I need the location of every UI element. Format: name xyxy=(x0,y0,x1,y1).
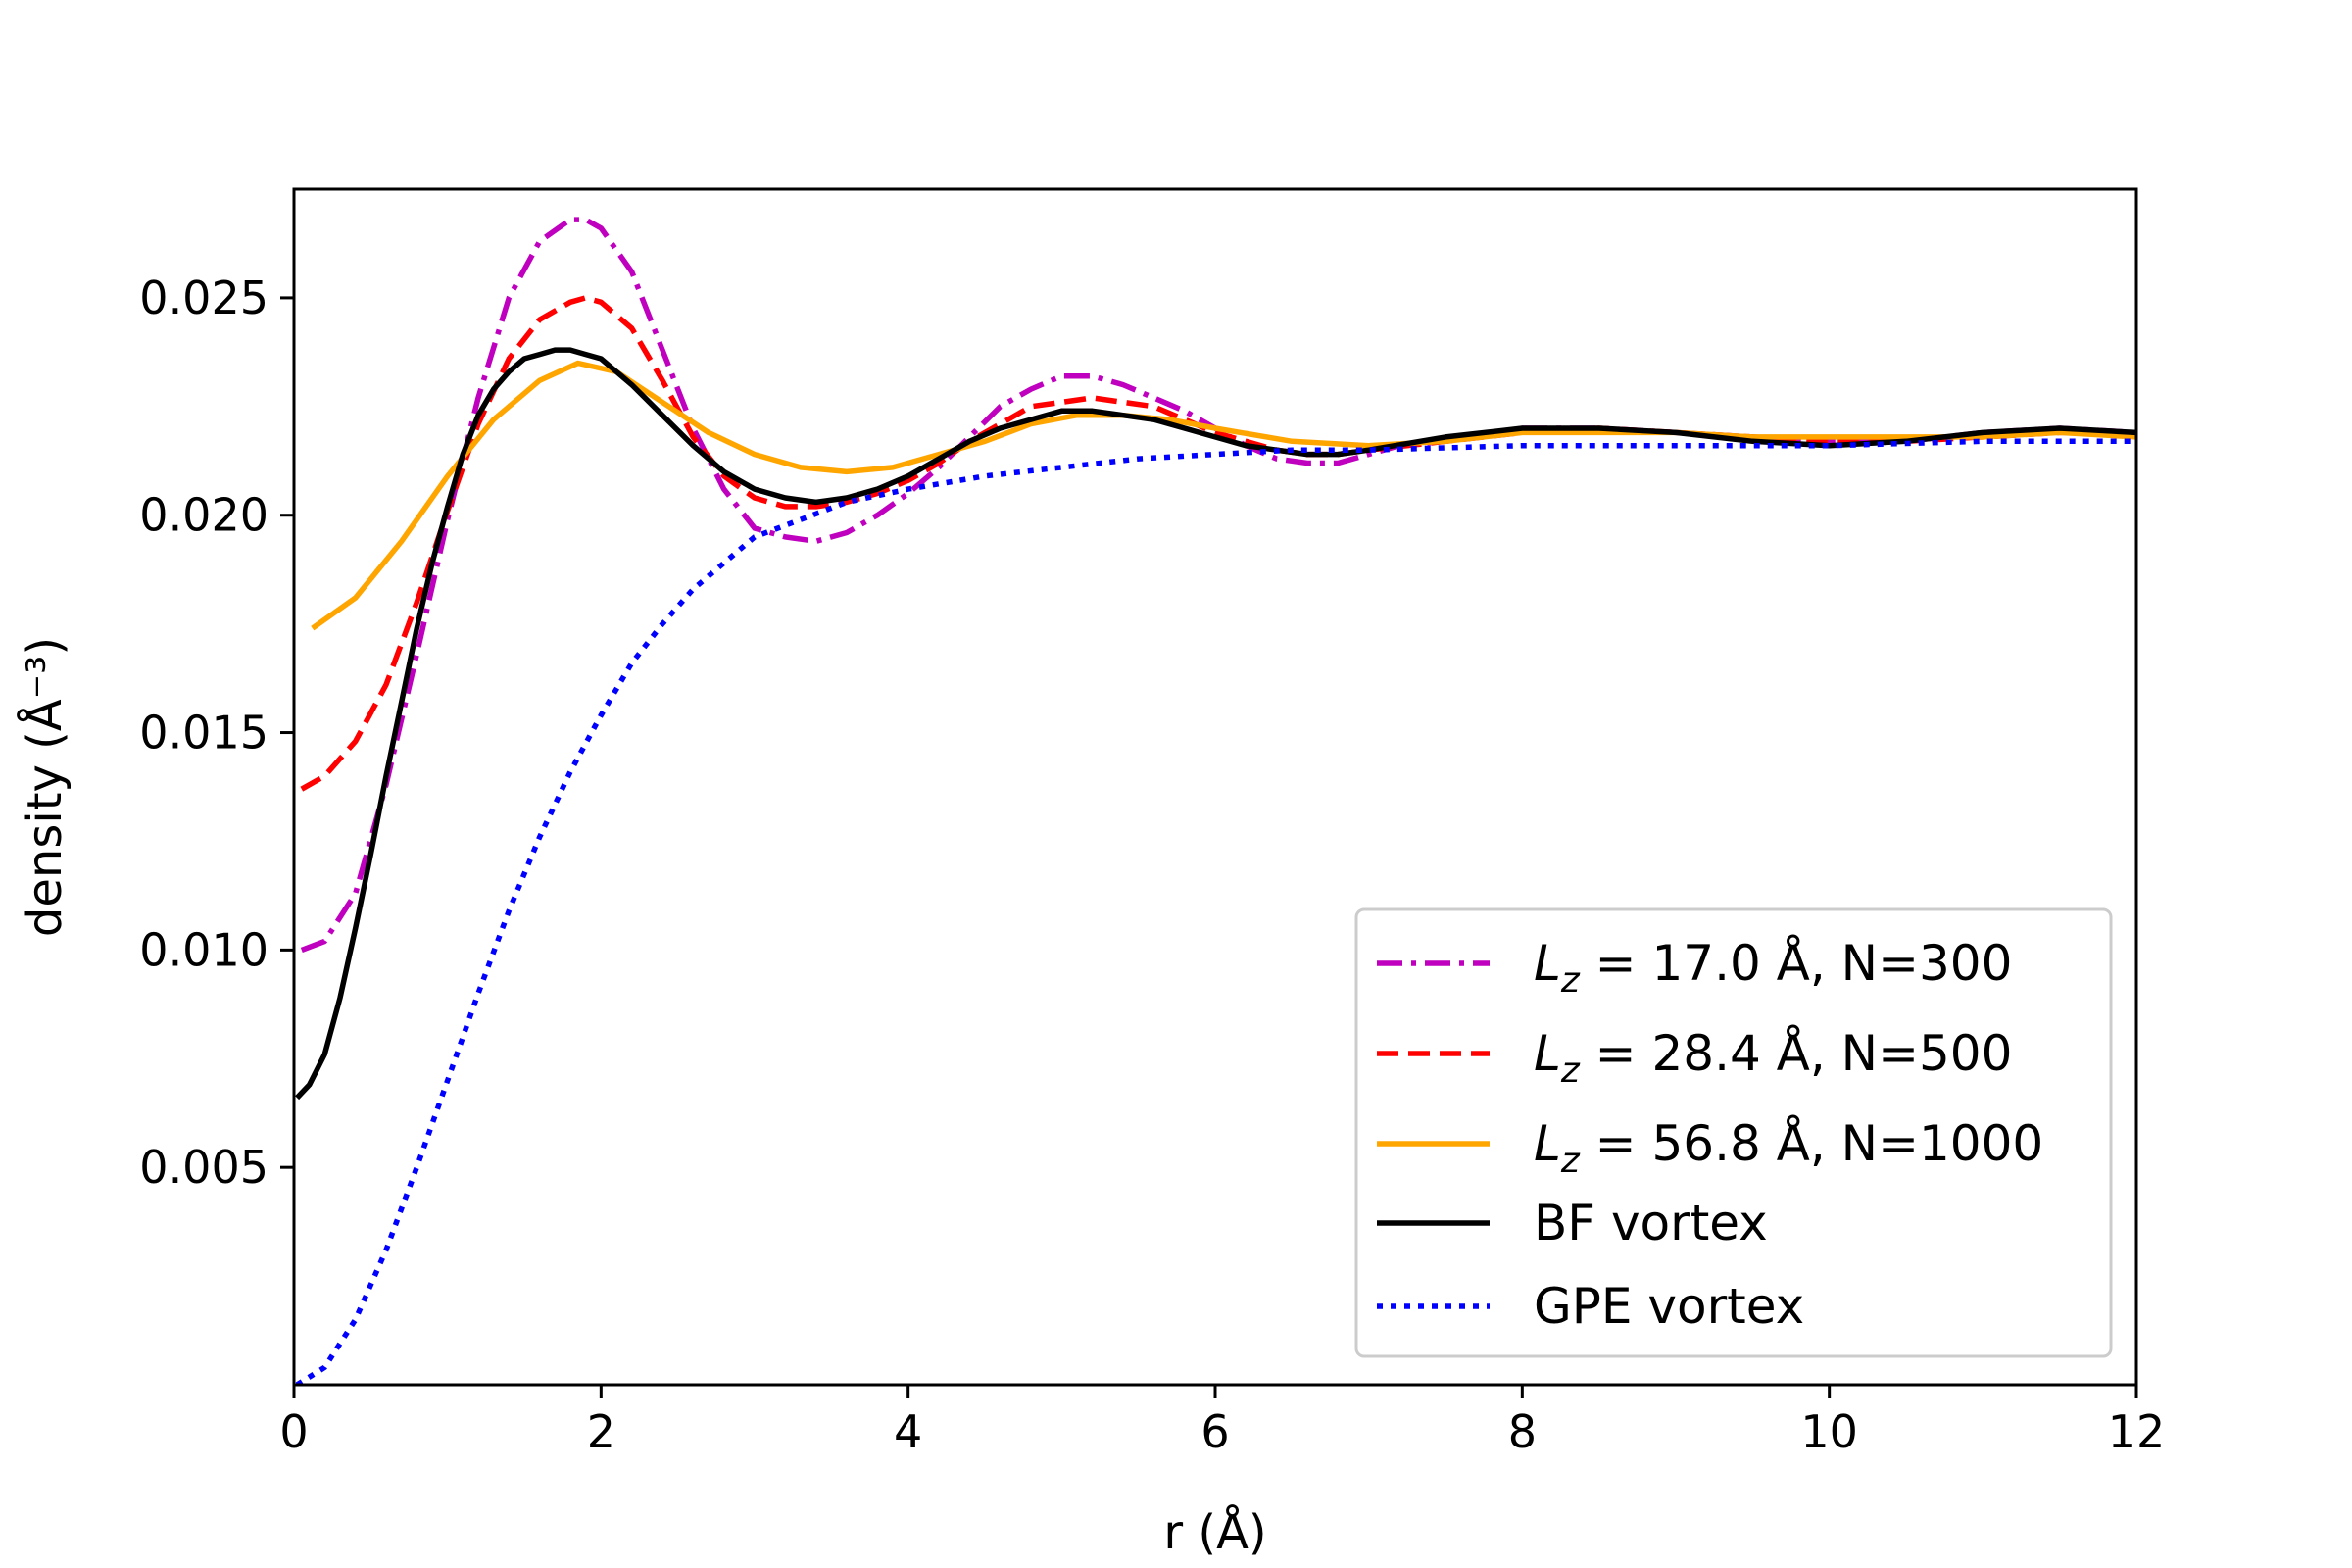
x-tick-label: 0 xyxy=(279,1405,308,1458)
y-tick-label: 0.005 xyxy=(139,1141,269,1194)
legend-subscript-z: z xyxy=(1560,1141,1581,1181)
series-line-4 xyxy=(295,347,2136,1101)
x-tick-label: 8 xyxy=(1508,1405,1537,1458)
legend-label-3: Lz = 56.8 Å, N=1000 xyxy=(1534,1115,2043,1181)
legend-symbol-L: L xyxy=(1534,935,1561,992)
legend-label-rest: = 56.8 Å, N=1000 xyxy=(1580,1115,2043,1172)
x-tick-label: 12 xyxy=(2108,1405,2166,1458)
x-axis-ticks: 0 2 4 6 8 10 12 xyxy=(279,1385,2165,1458)
y-tick-label: 0.015 xyxy=(139,707,269,760)
y-tick-label: 0.020 xyxy=(139,489,269,542)
legend-symbol-L: L xyxy=(1534,1025,1561,1082)
legend-subscript-z: z xyxy=(1560,1051,1581,1091)
legend-symbol-L: L xyxy=(1534,1115,1561,1172)
series-layer xyxy=(295,217,2136,1385)
legend-box xyxy=(1354,907,2113,1358)
series-line-3 xyxy=(311,360,2136,631)
y-tick-label: 0.010 xyxy=(139,923,269,976)
legend-label-rest: = 28.4 Å, N=500 xyxy=(1580,1025,2013,1082)
y-axis-label: density (Å⁻³) xyxy=(17,637,73,937)
y-axis-ticks: 0.005 0.010 0.015 0.020 0.025 xyxy=(139,271,294,1194)
x-tick-label: 10 xyxy=(1800,1405,1858,1458)
legend-label-5: GPE vortex xyxy=(1534,1278,1804,1335)
legend-subscript-z: z xyxy=(1560,960,1581,1001)
y-tick-label: 0.025 xyxy=(139,271,269,324)
legend-label-1: Lz = 17.0 Å, N=300 xyxy=(1534,935,2012,1001)
x-axis-label: r (Å) xyxy=(1163,1504,1266,1560)
legend-label-2: Lz = 28.4 Å, N=500 xyxy=(1534,1025,2012,1091)
x-tick-label: 2 xyxy=(587,1405,615,1458)
x-tick-label: 6 xyxy=(1200,1405,1229,1458)
x-tick-label: 4 xyxy=(894,1405,922,1458)
legend-label-4: BF vortex xyxy=(1534,1195,1768,1251)
legend-label-rest: = 17.0 Å, N=300 xyxy=(1580,935,2013,992)
series-line-5 xyxy=(295,438,2136,1385)
